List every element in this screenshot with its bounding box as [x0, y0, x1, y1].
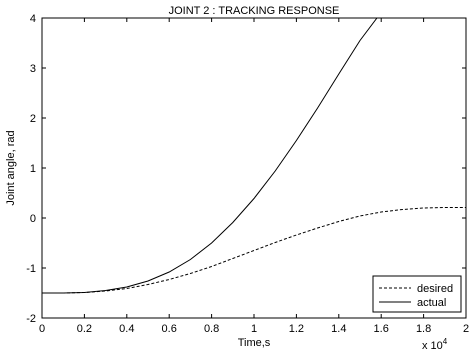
x-tick-label: 1.2 — [289, 323, 304, 335]
x-axis-multiplier-base: x 10 — [422, 340, 443, 352]
x-axis-multiplier-exponent: 4 — [443, 337, 448, 346]
series-layer — [42, 18, 466, 294]
y-axis-label: Joint angle, rad — [5, 130, 17, 205]
y-tick-label: 2 — [30, 113, 36, 125]
legend-label-desired: desired — [417, 283, 453, 295]
y-tick-label: 1 — [30, 163, 36, 175]
legend: desired actual — [372, 275, 462, 313]
ticks-layer: 0 0.2 0.4 0.6 0.8 1 1.2 1.4 1.6 1.8 2 -2 -1 0 1 2 3 4 — [26, 13, 469, 335]
x-axis-multiplier: x 104 — [422, 337, 448, 352]
y-tick-label: 3 — [30, 63, 36, 75]
y-tick-label: -2 — [26, 313, 36, 325]
series-line-actual — [42, 18, 378, 294]
x-axis-label: Time,s — [238, 337, 271, 349]
y-tick-label: 0 — [30, 213, 36, 225]
x-tick-label: 1.8 — [416, 323, 431, 335]
y-tick-label: 4 — [30, 13, 36, 25]
x-tick-label: 0 — [39, 323, 45, 335]
x-tick-label: 0.8 — [204, 323, 219, 335]
x-tick-label: 0.4 — [119, 323, 134, 335]
x-tick-label: 0.2 — [77, 323, 92, 335]
x-tick-label: 1.6 — [374, 323, 389, 335]
x-tick-label: 2 — [463, 323, 469, 335]
x-tick-label: 1.4 — [331, 323, 346, 335]
x-tick-label: 0.6 — [162, 323, 177, 335]
series-line-desired — [42, 207, 466, 294]
legend-box — [372, 275, 462, 313]
plot-area — [41, 17, 467, 319]
x-tick-label: 1 — [251, 323, 257, 335]
y-tick-label: -1 — [26, 263, 36, 275]
legend-label-actual: actual — [417, 297, 446, 309]
chart-title: JOINT 2 : TRACKING RESPONSE — [169, 5, 340, 17]
